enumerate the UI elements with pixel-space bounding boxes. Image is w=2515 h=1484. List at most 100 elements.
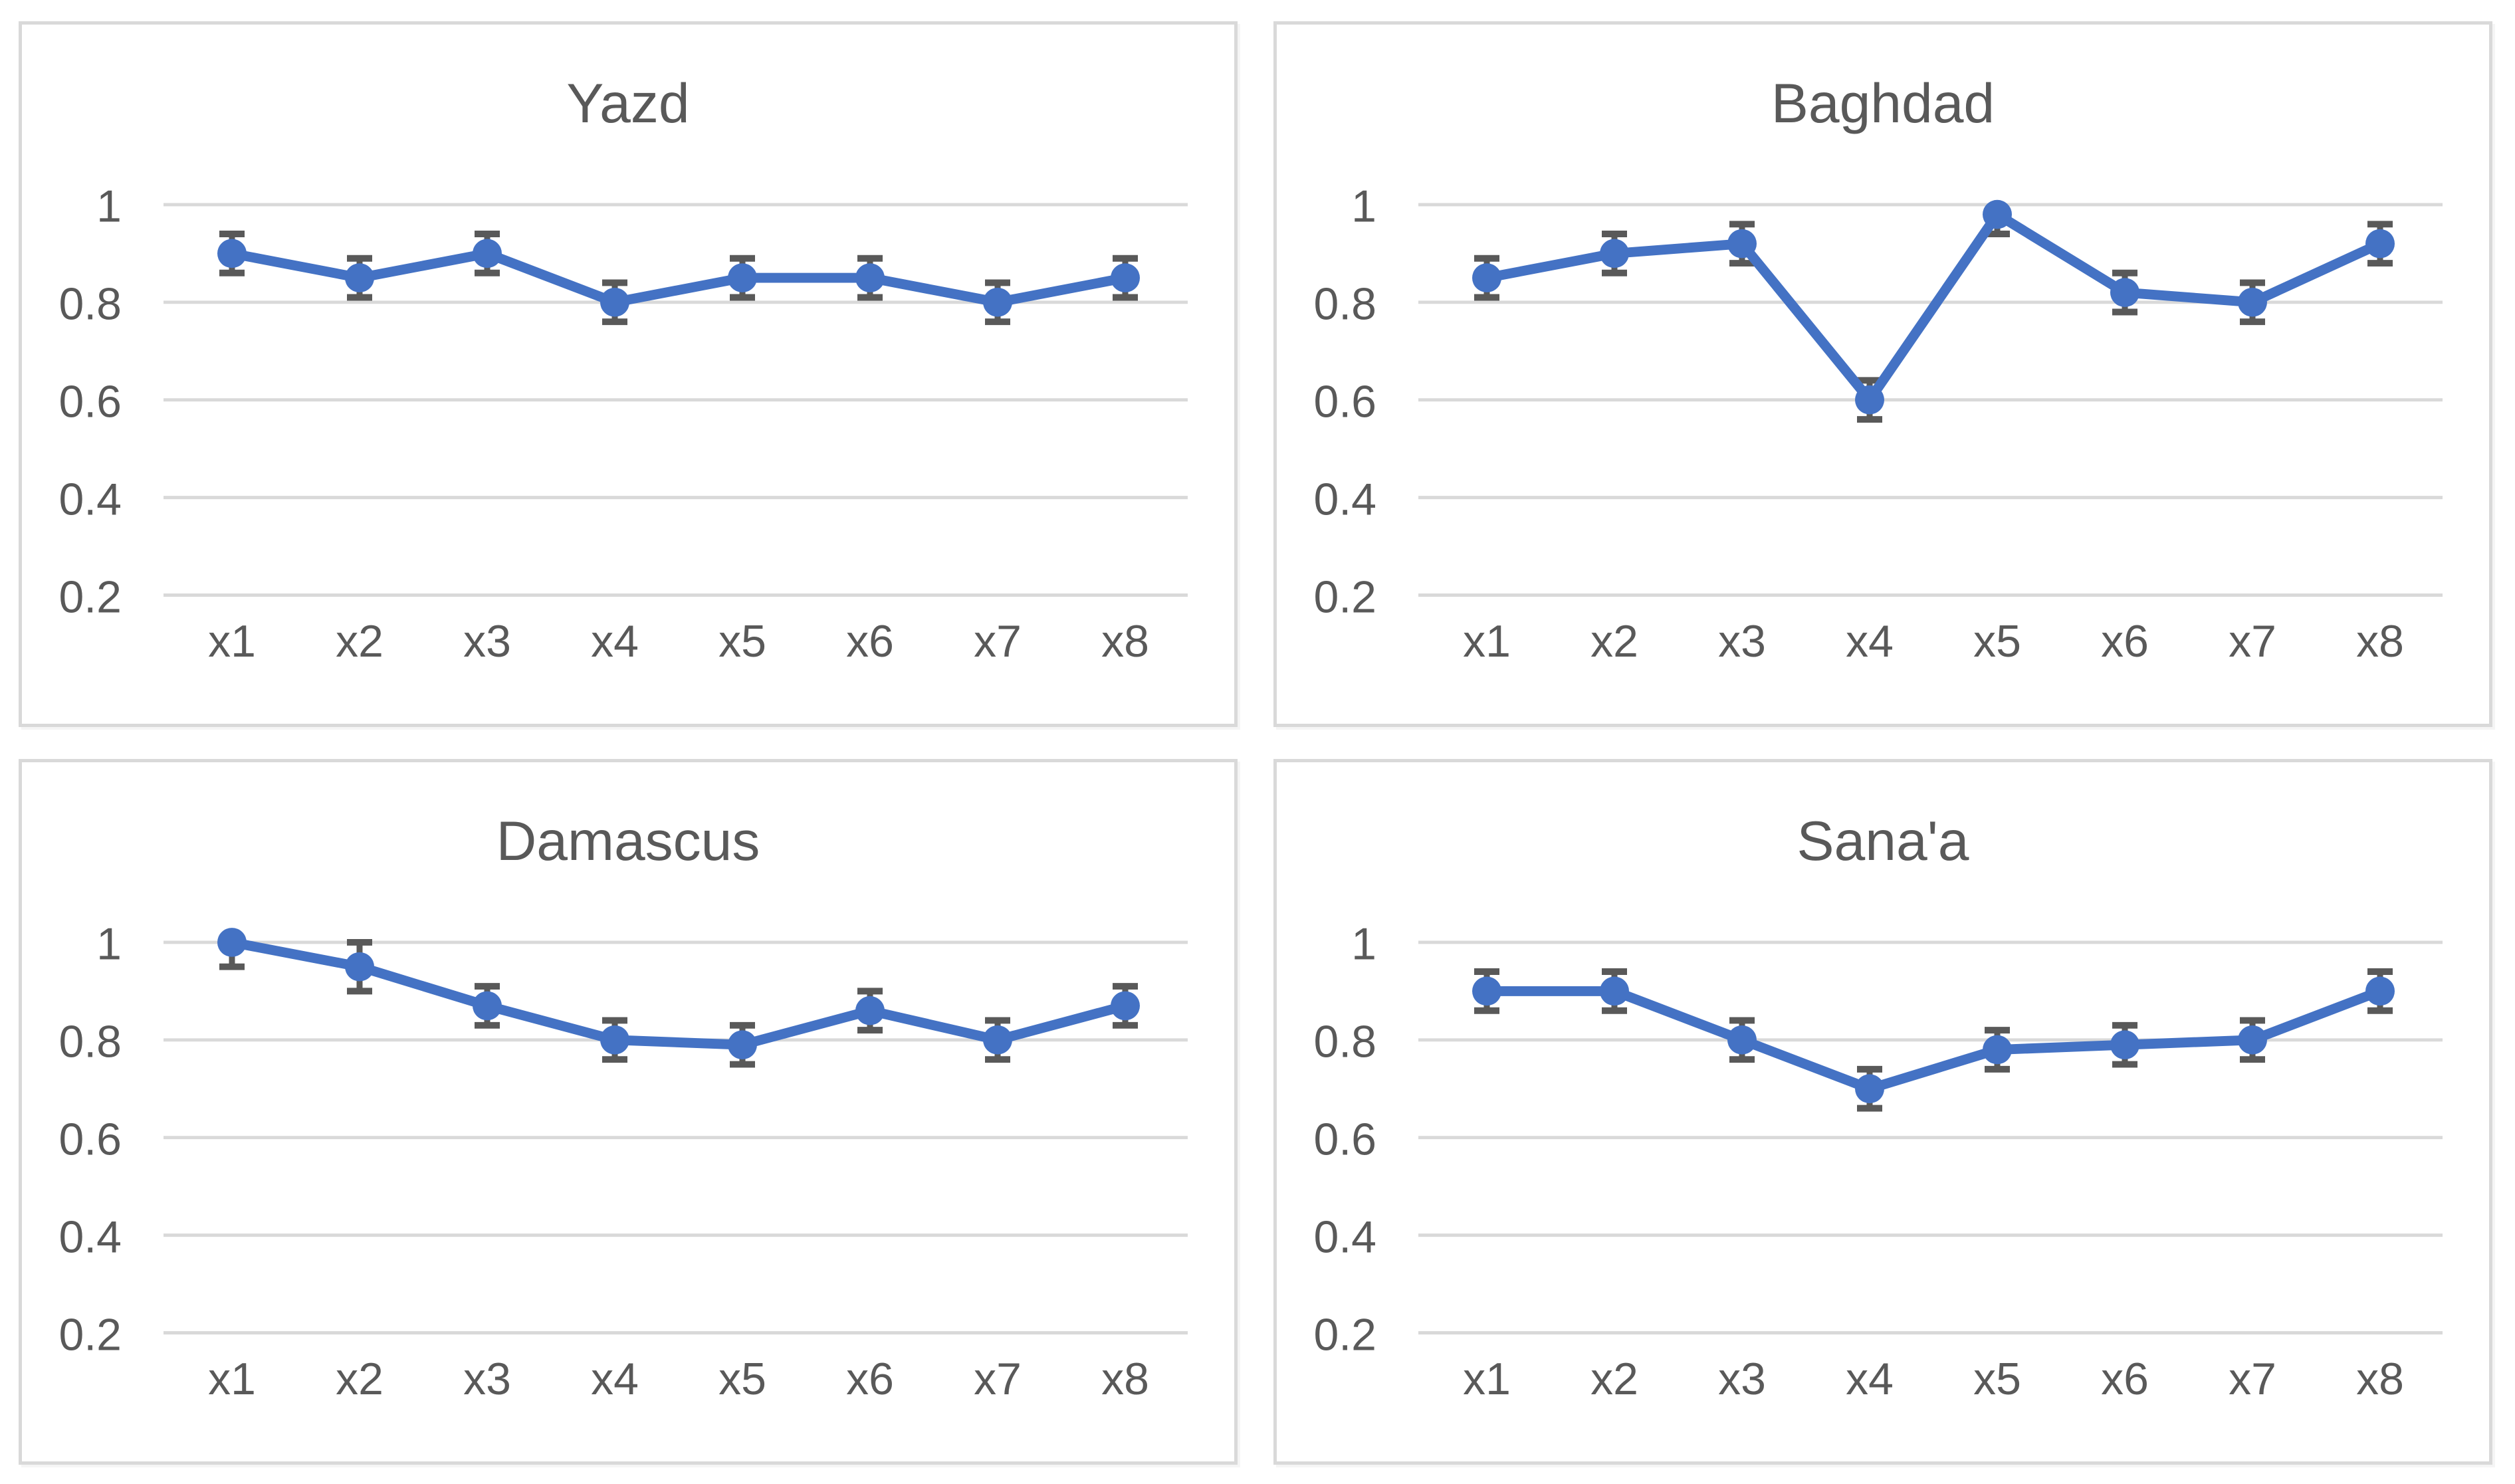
data-point-marker	[1855, 1074, 1884, 1104]
x-axis-tick-label: x7	[974, 617, 1022, 667]
data-point-marker	[345, 263, 374, 292]
x-axis-tick-label: x3	[463, 617, 511, 667]
series-line	[1481, 209, 2385, 405]
x-axis-tick-label: x7	[2229, 1354, 2276, 1404]
data-point-marker	[217, 928, 247, 957]
x-axis-tick-label: x8	[2356, 1354, 2404, 1404]
data-point-marker	[2365, 976, 2395, 1006]
charts-grid: Yazd 1 0.8 0.6 0.4 0.2 x1 x2 x3 x4 x5 x6 x7 x8 Baghd…	[19, 21, 2515, 1465]
y-axis-tick-label: 1	[1351, 920, 1376, 970]
data-point-marker	[1855, 385, 1884, 415]
y-axis-tick-label: 1	[96, 920, 122, 970]
x-axis-tick-label: x2	[1590, 617, 1638, 667]
x-axis-tick-label: x4	[1846, 1354, 1894, 1404]
data-point-marker	[1472, 976, 1501, 1006]
y-axis-tick-label: 0.2	[1313, 573, 1376, 623]
line-chart-damascus: Damascus 1 0.8 0.6 0.4 0.2 x1 x2 x3 x4 x5 x6 x7 x8	[58, 809, 1188, 1404]
x-axis-tick-label: x1	[1463, 1354, 1511, 1404]
x-axis-tick-label: x5	[718, 617, 766, 667]
y-axis-tick-label: 0.2	[1313, 1311, 1376, 1360]
chart-panel-damascus: Damascus 1 0.8 0.6 0.4 0.2 x1 x2 x3 x4 x5 x6 x7 x8	[19, 759, 1238, 1465]
data-point-marker	[983, 1025, 1012, 1055]
data-point-marker	[600, 287, 629, 317]
chart-title: Yazd	[566, 72, 689, 134]
data-point-marker	[600, 1025, 629, 1055]
x-axis-tick-label: x1	[1463, 617, 1511, 667]
data-point-marker	[2238, 1025, 2267, 1055]
data-point-marker	[855, 263, 885, 292]
data-point-marker	[1983, 199, 2012, 229]
data-point-marker	[2365, 229, 2395, 259]
data-point-marker	[983, 287, 1012, 317]
x-axis-tick-label: x2	[336, 1354, 383, 1404]
y-axis-tick-label: 0.4	[58, 475, 122, 525]
data-point-marker	[1111, 263, 1140, 292]
y-axis-tick-label: 0.2	[58, 573, 122, 623]
data-point-marker	[1727, 229, 1757, 259]
line-chart-sanaa: Sana'a 1 0.8 0.6 0.4 0.2 x1 x2 x3 x4 x5 x6 x7 x8	[1313, 809, 2443, 1404]
x-axis-tick-label: x3	[463, 1354, 511, 1404]
data-point-marker	[728, 1030, 757, 1060]
y-axis-tick-label: 0.4	[58, 1213, 122, 1263]
x-axis-tick-label: x1	[208, 1354, 256, 1404]
y-axis-tick-label: 0.4	[1313, 1213, 1376, 1263]
series-line	[1481, 986, 2385, 1094]
data-point-marker	[1111, 991, 1140, 1021]
series-line	[227, 248, 1131, 308]
y-axis-tick-label: 0.4	[1313, 475, 1376, 525]
x-axis-tick-label: x4	[591, 617, 639, 667]
y-axis-tick-label: 0.6	[58, 377, 122, 427]
x-axis-tick-label: x6	[846, 617, 894, 667]
x-axis-tick-label: x5	[718, 1354, 766, 1404]
y-axis-tick-label: 0.6	[1313, 377, 1376, 427]
data-point-marker	[1600, 239, 1629, 268]
x-axis-tick-label: x6	[2101, 1354, 2149, 1404]
x-axis-tick-label: x1	[208, 617, 256, 667]
chart-panel-baghdad: Baghdad 1 0.8 0.6 0.4 0.2 x1 x2 x3 x4 x5 x6 x7 x8	[1273, 21, 2492, 727]
series-line	[227, 937, 1131, 1050]
data-point-marker	[1600, 976, 1629, 1006]
y-axis-tick-label: 0.8	[58, 1017, 122, 1067]
x-axis-tick-label: x2	[1590, 1354, 1638, 1404]
x-axis-tick-label: x7	[974, 1354, 1022, 1404]
y-axis-tick-label: 0.6	[58, 1115, 122, 1165]
x-axis-tick-label: x4	[1846, 617, 1894, 667]
x-axis-tick-label: x2	[336, 617, 383, 667]
x-axis-tick-label: x8	[1101, 617, 1149, 667]
chart-panel-sanaa: Sana'a 1 0.8 0.6 0.4 0.2 x1 x2 x3 x4 x5 x6 x7 x8	[1273, 759, 2492, 1465]
chart-title: Sana'a	[1797, 809, 1969, 872]
x-axis-tick-label: x8	[1101, 1354, 1149, 1404]
chart-panel-yazd: Yazd 1 0.8 0.6 0.4 0.2 x1 x2 x3 x4 x5 x6 x7 x8	[19, 21, 1238, 727]
y-axis-tick-label: 0.8	[1313, 280, 1376, 330]
y-axis-tick-label: 0.2	[58, 1311, 122, 1360]
chart-title: Baghdad	[1771, 72, 1995, 134]
data-point-marker	[855, 996, 885, 1025]
chart-title: Damascus	[496, 809, 760, 872]
data-point-marker	[1727, 1025, 1757, 1055]
line-chart-yazd: Yazd 1 0.8 0.6 0.4 0.2 x1 x2 x3 x4 x5 x6 x7 x8	[58, 72, 1188, 667]
data-point-marker	[2110, 278, 2139, 307]
x-axis-tick-label: x3	[1718, 1354, 1766, 1404]
x-axis-tick-label: x6	[846, 1354, 894, 1404]
x-axis-tick-label: x4	[591, 1354, 639, 1404]
x-axis-tick-label: x5	[1973, 617, 2021, 667]
data-point-marker	[473, 239, 502, 268]
data-point-marker	[1983, 1035, 2012, 1065]
line-chart-baghdad: Baghdad 1 0.8 0.6 0.4 0.2 x1 x2 x3 x4 x5 x6 x7 x8	[1313, 72, 2443, 667]
x-axis-tick-label: x3	[1718, 617, 1766, 667]
x-axis-tick-label: x8	[2356, 617, 2404, 667]
data-point-marker	[217, 239, 247, 268]
data-point-marker	[2110, 1030, 2139, 1060]
data-point-marker	[728, 263, 757, 292]
x-axis-tick-label: x7	[2229, 617, 2276, 667]
data-point-marker	[1472, 263, 1501, 292]
y-axis-tick-label: 0.8	[58, 280, 122, 330]
x-axis-tick-label: x6	[2101, 617, 2149, 667]
y-axis-tick-label: 0.6	[1313, 1115, 1376, 1165]
data-point-marker	[2238, 287, 2267, 317]
y-axis-tick-label: 1	[96, 182, 122, 232]
y-axis-tick-label: 1	[1351, 182, 1376, 232]
data-point-marker	[473, 991, 502, 1021]
x-axis-tick-label: x5	[1973, 1354, 2021, 1404]
y-axis-tick-label: 0.8	[1313, 1017, 1376, 1067]
